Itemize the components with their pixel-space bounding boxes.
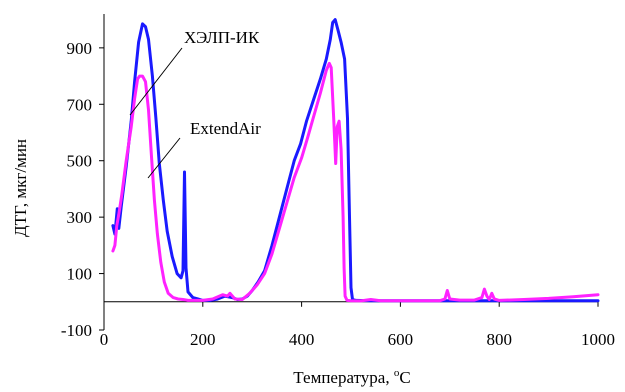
x-tick-label: 0 xyxy=(100,330,109,349)
y-tick-label: 500 xyxy=(67,152,93,171)
y-tick-label: 100 xyxy=(67,265,93,284)
y-tick-label: 700 xyxy=(67,95,93,114)
series-line-khelp-ik xyxy=(111,18,600,303)
legend-label-khelp-ik: ХЭЛП-ИК xyxy=(184,28,260,47)
plot-area: -100 100 300 500 700 900 0 200 400 600 800 1000 xyxy=(61,14,615,349)
y-tick-label: 900 xyxy=(67,39,93,58)
series-layer xyxy=(111,18,600,303)
y-tick-label: 300 xyxy=(67,208,93,227)
series-line-extendair xyxy=(111,61,600,303)
x-axis-title: Температура, oC xyxy=(293,367,410,387)
y-tick-label: -100 xyxy=(61,321,92,340)
legend-label-extendair: ExtendAir xyxy=(190,119,261,138)
x-tick-label: 600 xyxy=(388,330,414,349)
x-tick-label: 200 xyxy=(190,330,216,349)
callout-line-extendair xyxy=(147,137,181,179)
x-axis-title-unit: C xyxy=(399,368,410,387)
x-axis-title-degree: o xyxy=(394,367,400,379)
legend-callouts: ХЭЛП-ИК ExtendAir xyxy=(129,28,261,179)
x-axis-title-main: Температура, xyxy=(293,368,394,387)
x-tick-label: 400 xyxy=(289,330,315,349)
y-axis-title: ДТГ, мкг/мин xyxy=(11,139,30,237)
x-tick-label: 800 xyxy=(486,330,512,349)
callout-line-khelp-ik xyxy=(129,47,183,116)
x-tick-label: 1000 xyxy=(581,330,615,349)
